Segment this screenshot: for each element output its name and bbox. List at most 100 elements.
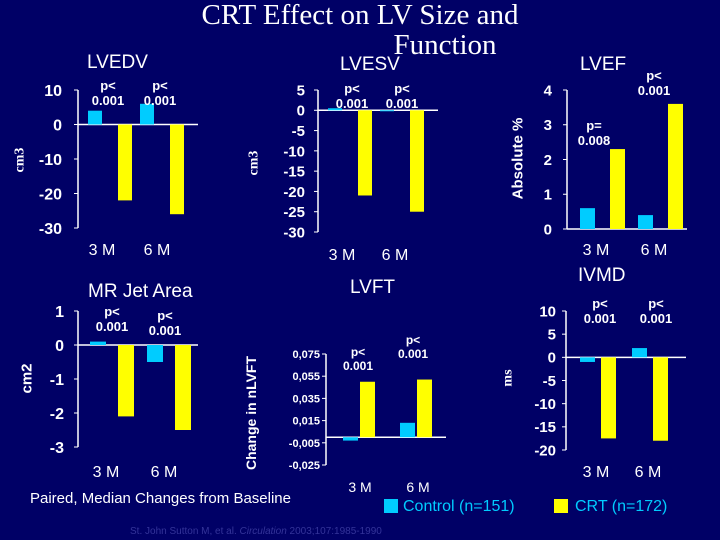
chart5-ytick-label: 10 [539, 303, 556, 320]
chart2-bar-crt [668, 103, 683, 229]
chart5-pvalue-label: p< [592, 296, 608, 311]
chart2-bar-control [580, 208, 595, 229]
chart2-ytick-label: 4 [544, 82, 553, 99]
chart0-pvalue-label: p< [152, 78, 168, 93]
chart1-pvalue-number: 0.001 [336, 96, 369, 111]
chart4-ytick-label: -0,005 [289, 438, 320, 450]
chart3-ytick-label: 0 [55, 338, 64, 355]
chart5-ytick-label: 5 [548, 327, 556, 344]
chart1-ytick-label: -25 [283, 204, 305, 221]
chart2-ytick-label: 3 [544, 117, 552, 134]
chart5-ytick-label: -20 [534, 442, 556, 459]
chart4-bar-control [400, 422, 415, 438]
chart2-pvalue-label: p< [646, 68, 662, 83]
chart5-category-label: 3 M [583, 464, 610, 481]
chart4-pvalue-label: p< [351, 345, 365, 359]
legend-label-control: Control (n=151) [403, 498, 515, 515]
chart4-bar-control [343, 437, 358, 441]
chart4-ytick-label: 0,055 [292, 371, 320, 383]
chart2-category-label: 3 M [583, 242, 610, 259]
chart4-category-label: 3 M [348, 479, 371, 495]
chart4-ytick-label: 0,035 [292, 393, 320, 405]
chart4-pvalue-label: p< [406, 333, 420, 347]
chart2-pvalue-number: 0.008 [578, 133, 611, 148]
title-line-1: CRT Effect on LV Size and [201, 0, 519, 31]
chart3-pvalue-number: 0.001 [149, 323, 182, 338]
chart5-ytick-label: 0 [548, 350, 556, 367]
title-ivmd: IVMD [578, 265, 626, 286]
chart0-bar-crt [118, 124, 132, 201]
chart0-pvalue-number: 0.001 [92, 93, 125, 108]
title-lvft: LVFT [350, 277, 396, 298]
chart2-category-label: 6 M [641, 242, 668, 259]
chart4-pvalue-number: 0.001 [343, 359, 373, 373]
chart3-ytick-label: -2 [50, 406, 64, 423]
chart3-bar-control [147, 345, 163, 362]
legend-label-crt: CRT (n=172) [575, 498, 668, 515]
citation-authors: St. John Sutton M, et al. [130, 526, 240, 537]
title-mr-jet-area: MR Jet Area [88, 281, 193, 302]
chart0-bar-crt [170, 124, 184, 215]
chart1-bar-crt [410, 110, 424, 212]
chart1-category-label: 3 M [329, 247, 356, 264]
chart5-pvalue-label: p< [648, 296, 664, 311]
chart2-ytick-label: 1 [544, 187, 552, 204]
chart3-bar-crt [118, 345, 134, 417]
chart1-bar-control [380, 110, 394, 112]
chart2-ytick-label: 2 [544, 152, 552, 169]
chart0-ytick-label: -20 [39, 186, 62, 203]
chart0-pvalue-label: p< [100, 78, 116, 93]
chart4-pvalue-number: 0.001 [398, 347, 428, 361]
chart3-ytick-label: -3 [50, 440, 64, 457]
chart0-ytick-label: -10 [39, 152, 62, 169]
chart1-pvalue-label: p< [394, 81, 410, 96]
title-line-2: Function [393, 29, 497, 61]
chart3-category-label: 3 M [93, 464, 120, 481]
legend-swatch-control [384, 499, 398, 513]
chart0-ytick-label: 10 [44, 83, 62, 100]
chart1-ytick-label: -10 [283, 143, 305, 160]
title-lvesv: LVESV [340, 54, 400, 75]
title-lvedv: LVEDV [87, 52, 148, 73]
chart3-ytick-label: -1 [50, 372, 64, 389]
citation-ref: 2003;107:1985-1990 [286, 526, 382, 537]
chart0-bar-control [88, 110, 102, 125]
slide-title: CRT Effect on LV Size and Function [0, 0, 720, 60]
chart0-category-label: 6 M [144, 242, 171, 259]
chart1-bar-control [328, 108, 342, 111]
chart2-pvalue-number: 0.001 [638, 83, 671, 98]
chart3-pvalue-label: p< [104, 304, 120, 319]
chart4-category-label: 6 M [406, 479, 429, 495]
chart5-ytick-label: -5 [543, 373, 556, 390]
chart1-category-label: 6 M [382, 247, 409, 264]
chart2-pvalue-label: p= [586, 118, 602, 133]
chart0-bar-control [140, 103, 154, 125]
chart1-ytick-label: 5 [297, 82, 305, 99]
chart1-ytick-label: -15 [283, 164, 305, 181]
chart1-pvalue-label: p< [344, 81, 360, 96]
citation: St. John Sutton M, et al. Circulation 20… [130, 526, 382, 537]
chart5-pvalue-number: 0.001 [640, 311, 673, 326]
chart0-ytick-label: 0 [53, 117, 62, 134]
chart1-ytick-label: -20 [283, 184, 305, 201]
chart4-ytick-label: 0,015 [292, 416, 320, 428]
chart3-ytick-label: 1 [55, 304, 64, 321]
chart3-category-label: 6 M [151, 464, 178, 481]
chart2-bar-control [638, 215, 653, 229]
chart0-ytick-label: -30 [39, 221, 62, 238]
chart0-category-label: 3 M [89, 242, 116, 259]
chart5-ytick-label: -15 [534, 419, 556, 436]
chart1-ytick-label: -5 [292, 123, 305, 140]
chart5-ytick-label: -10 [534, 396, 556, 413]
chart5-bar-crt [653, 357, 668, 441]
chart2-bar-crt [610, 149, 625, 229]
title-lvef: LVEF [580, 54, 627, 75]
legend-swatch-crt [554, 499, 568, 513]
chart3-pvalue-label: p< [157, 308, 173, 323]
footnote-paired-median: Paired, Median Changes from Baseline [30, 490, 291, 507]
chart5-bar-control [580, 357, 595, 362]
citation-journal: Circulation [239, 526, 287, 537]
chart5-category-label: 6 M [635, 464, 662, 481]
chart5-bar-crt [601, 357, 616, 439]
